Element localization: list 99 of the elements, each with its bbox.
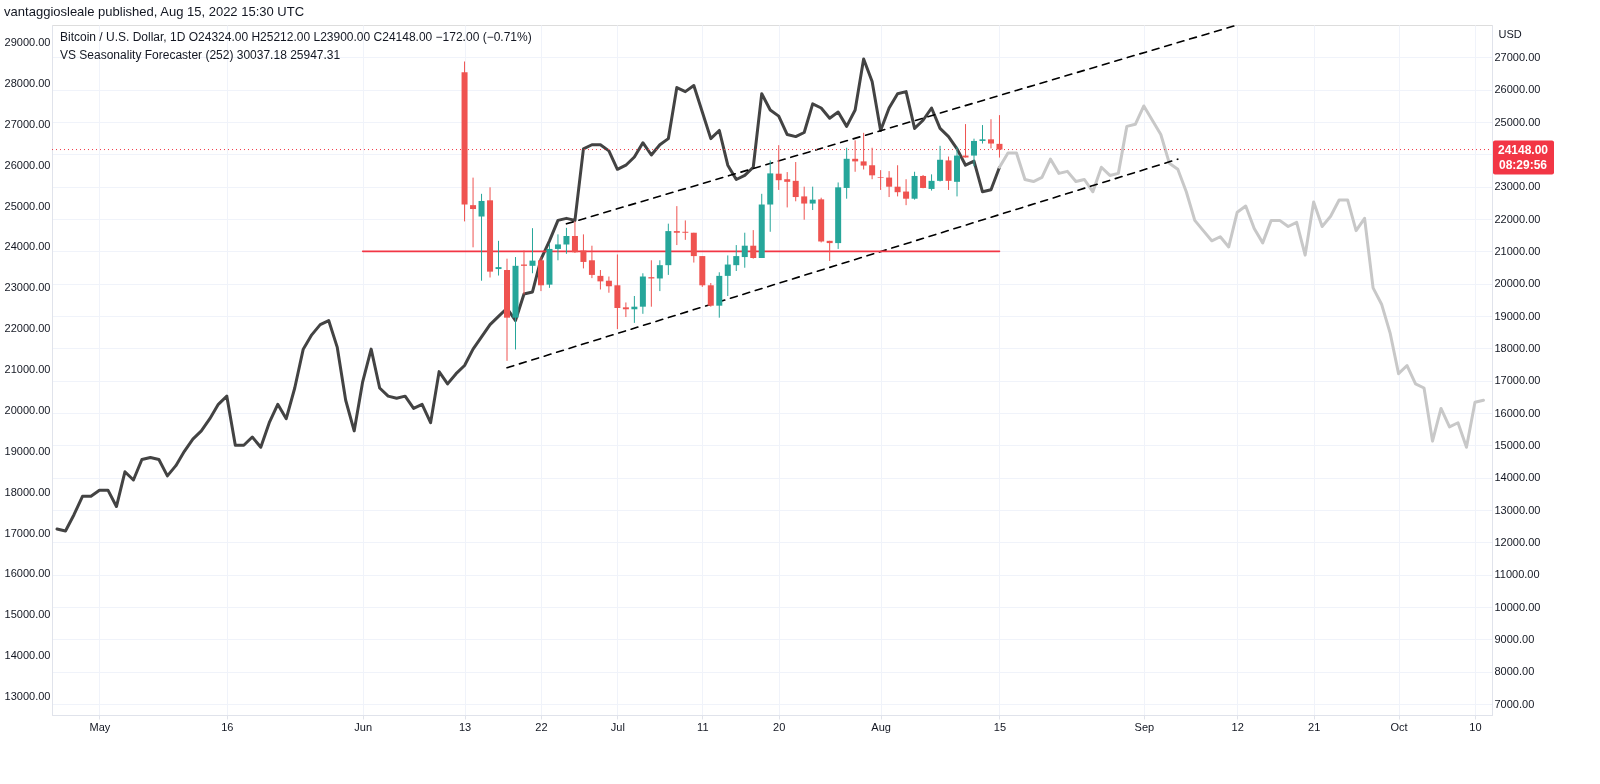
candlestick (597, 269, 604, 290)
y-tick-label: 27000.00 (4, 117, 51, 130)
candlestick (869, 147, 876, 180)
y-tick-label: 24000.00 (4, 240, 51, 253)
y2-tick-label: 10000.00 (1494, 600, 1541, 613)
y2-tick-label: 15000.00 (1494, 438, 1541, 451)
candlestick (937, 145, 944, 182)
x-tick-label: 15 (993, 720, 1007, 733)
x-tick-label: Aug (871, 720, 891, 733)
x-tick-label: 16 (221, 720, 234, 733)
candlestick (733, 244, 740, 272)
x-tick-label: 22 (535, 720, 548, 733)
x-tick-label: 12 (1231, 720, 1244, 733)
candlestick (529, 227, 536, 274)
y2-tick-label: 21000.00 (1494, 244, 1541, 257)
y2-tick-label: 19000.00 (1494, 309, 1541, 322)
candlestick (571, 220, 578, 254)
candlestick (987, 118, 994, 149)
y2-tick-label: 25000.00 (1494, 115, 1541, 128)
y2-tick-label: 7000.00 (1494, 697, 1535, 710)
x-tick-label: 10 (1469, 720, 1482, 733)
candlestick (478, 193, 485, 282)
y2-tick-label: 22000.00 (1494, 212, 1541, 225)
y-tick-label: 26000.00 (4, 158, 51, 171)
candlestick (962, 123, 969, 158)
annotation: VS Seasonality Forecaster (252) 30037.18 25947.31 (60, 48, 341, 62)
x-tick-label: Jun (354, 720, 373, 733)
candlestick (656, 259, 663, 292)
candlestick (673, 205, 680, 246)
x-tick-label: 21 (1308, 720, 1321, 733)
x-tick-label: 13 (458, 720, 472, 733)
candlestick (801, 186, 808, 221)
x-tick-label: Oct (1390, 720, 1408, 733)
candlestick (809, 186, 816, 211)
candlestick (784, 171, 791, 208)
chart-title: vantaggiosleale published, Aug 15, 2022 15:30 UTC (4, 4, 305, 19)
x-tick-label: 11 (697, 720, 709, 733)
y-tick-label: 22000.00 (4, 322, 51, 335)
candlestick (877, 169, 884, 191)
x-tick-label: May (89, 720, 111, 733)
candlestick (724, 254, 731, 297)
y-tick-label: 28000.00 (4, 76, 51, 89)
y-tick-label: 23000.00 (4, 281, 51, 294)
y-tick-label: 14000.00 (4, 649, 51, 662)
candlestick (860, 132, 867, 170)
candlestick (690, 232, 697, 264)
candlestick (945, 156, 952, 191)
candlestick (996, 114, 1003, 159)
candlestick (971, 138, 978, 167)
y2-tick-label: 26000.00 (1494, 83, 1541, 96)
candlestick (775, 144, 782, 191)
y2-tick-label: 11000.00 (1494, 568, 1540, 581)
y-tick-label: 15000.00 (4, 608, 51, 621)
y2-tick-label: 13000.00 (1494, 503, 1541, 516)
candlestick (894, 164, 901, 197)
candlestick (911, 171, 918, 201)
candlestick (588, 245, 595, 279)
y-tick-label: 29000.00 (4, 36, 51, 49)
y-tick-label: 25000.00 (4, 199, 51, 212)
y-tick-label: 13000.00 (4, 690, 51, 703)
candlestick (622, 301, 629, 318)
y2-tick-label: 27000.00 (1494, 50, 1541, 63)
annotation: Bitcoin / U.S. Dollar, 1D O24324.00 H25212.00 L23900.00 C24148.00 −172.00 (−0.71%) (60, 30, 532, 44)
y-tick-label: 21000.00 (4, 363, 51, 376)
y-tick-label: 17000.00 (4, 526, 51, 539)
y2-tick-label: 18000.00 (1494, 341, 1541, 354)
candlestick (580, 233, 587, 269)
y2-tick-label: 16000.00 (1494, 406, 1541, 419)
y2-axis-title: USD (1498, 27, 1522, 40)
y-tick-label: 20000.00 (4, 403, 51, 416)
candlestick (979, 124, 986, 145)
ref-line-label: 24148.00 08:29:56 (1497, 142, 1549, 172)
y-tick-label: 19000.00 (4, 444, 51, 457)
candlestick (554, 233, 561, 261)
candlestick (605, 276, 612, 294)
candlestick (682, 219, 689, 241)
y-tick-label: 16000.00 (4, 567, 51, 580)
candlestick (614, 253, 621, 330)
x-tick-label: Jul (610, 720, 625, 733)
candlestick (470, 177, 477, 248)
candlestick (750, 229, 757, 260)
y2-tick-label: 17000.00 (1494, 374, 1541, 387)
line-series (997, 104, 1485, 449)
candlestick (792, 161, 799, 202)
y2-tick-label: 8000.00 (1494, 665, 1535, 678)
candlestick (495, 240, 502, 277)
x-tick-label: Sep (1134, 720, 1155, 733)
y2-tick-label: 23000.00 (1494, 180, 1541, 193)
candlestick (563, 227, 570, 255)
x-tick-label: 20 (773, 720, 786, 733)
y-tick-label: 18000.00 (4, 485, 51, 498)
candlestick (886, 170, 893, 198)
candlestick (903, 178, 910, 206)
y2-tick-label: 9000.00 (1494, 632, 1535, 645)
y2-tick-label: 12000.00 (1494, 535, 1541, 548)
candlestick (741, 232, 748, 269)
y2-tick-label: 20000.00 (1494, 277, 1541, 290)
y2-tick-label: 14000.00 (1494, 471, 1541, 484)
candlestick (707, 282, 714, 308)
